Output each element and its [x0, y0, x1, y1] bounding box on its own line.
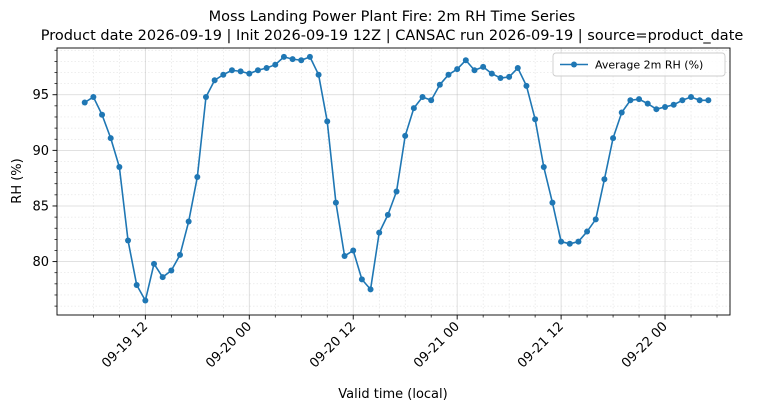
data-point [376, 229, 383, 236]
legend-label: Average 2m RH (%) [595, 59, 703, 72]
data-point [410, 105, 417, 112]
data-point [592, 216, 599, 223]
legend-marker-swatch [571, 61, 577, 68]
x-axis-label: Valid time (local) [338, 387, 447, 402]
data-point [367, 286, 374, 293]
series-line [84, 56, 709, 302]
x-tick-label: 09-21 12 [515, 319, 567, 371]
x-tick-label: 09-20 12 [307, 319, 359, 371]
data-point [116, 164, 123, 171]
data-point [151, 260, 158, 267]
data-point [289, 56, 296, 63]
data-point [445, 71, 452, 78]
data-point [81, 99, 88, 106]
data-point [705, 97, 712, 104]
data-point [644, 100, 651, 107]
x-tick-label: 09-22 00 [619, 319, 671, 371]
data-point [254, 67, 261, 74]
data-point [549, 199, 556, 206]
data-point [610, 135, 617, 142]
data-point [350, 247, 357, 254]
legend: Average 2m RH (%) [552, 52, 726, 77]
axes: 80 85 90 95 09-19 12 09-20 00 09-20 12 09-21 00… [32, 49, 718, 371]
data-point [436, 81, 443, 88]
data-point [653, 106, 660, 113]
y-tick-label: 85 [32, 199, 49, 214]
data-point [246, 70, 253, 77]
x-tick-label: 09-20 00 [203, 319, 255, 371]
data-point [679, 97, 686, 104]
data-point [315, 71, 322, 78]
x-tick-label: 09-19 12 [99, 319, 151, 371]
data-point [696, 97, 703, 104]
data-point [618, 109, 625, 116]
data-point [540, 164, 547, 171]
data-point [488, 70, 495, 77]
data-point [384, 211, 391, 218]
data-point [402, 132, 409, 139]
data-point [263, 65, 270, 72]
data-point [220, 71, 227, 78]
data-point [272, 61, 279, 68]
data-point [428, 97, 435, 104]
data-point [107, 135, 114, 142]
data-point [237, 68, 244, 75]
data-point [341, 253, 348, 260]
data-point [627, 97, 634, 104]
data-point [90, 93, 97, 100]
y-tick-label: 90 [32, 144, 49, 159]
data-point [332, 199, 339, 206]
data-point [142, 297, 149, 304]
data-point [532, 116, 539, 123]
data-point [168, 267, 175, 274]
data-point [462, 57, 469, 64]
data-point [133, 281, 140, 288]
data-point [662, 103, 669, 110]
series-layer [81, 53, 712, 304]
y-tick-label: 80 [32, 255, 49, 270]
grid [57, 48, 730, 315]
data-point [454, 66, 461, 73]
data-point [324, 118, 331, 125]
data-point [306, 53, 313, 60]
data-point [125, 237, 132, 244]
y-tick-label: 95 [32, 88, 49, 103]
data-point [558, 238, 565, 245]
data-point [358, 276, 365, 283]
data-point [584, 228, 591, 235]
data-point [506, 73, 513, 80]
data-point [419, 93, 426, 100]
data-point [636, 96, 643, 103]
data-point [670, 101, 677, 108]
data-point [202, 93, 209, 100]
y-axis-label: RH (%) [10, 158, 25, 203]
data-point [280, 53, 287, 60]
x-tick-label: 09-21 00 [411, 319, 463, 371]
data-point [194, 174, 201, 181]
data-point [497, 75, 504, 82]
data-point [566, 240, 573, 247]
data-point [228, 67, 235, 74]
chart-title: Moss Landing Power Plant Fire: 2m RH Tim… [209, 9, 576, 25]
data-point [298, 57, 305, 64]
data-point [514, 65, 521, 72]
data-point [480, 63, 487, 70]
data-point [471, 67, 478, 74]
data-point [185, 218, 192, 225]
data-point [688, 93, 695, 100]
data-point [393, 188, 400, 195]
legend-box [552, 52, 726, 77]
data-point [601, 176, 608, 183]
chart-subtitle: Product date 2026-09-19 | Init 2026-09-1… [41, 28, 744, 44]
data-point [523, 82, 530, 89]
data-point [159, 274, 166, 281]
data-point [211, 77, 218, 84]
data-point [176, 251, 183, 258]
plot-frame [56, 47, 731, 316]
data-point [575, 238, 582, 245]
data-point [99, 111, 106, 118]
